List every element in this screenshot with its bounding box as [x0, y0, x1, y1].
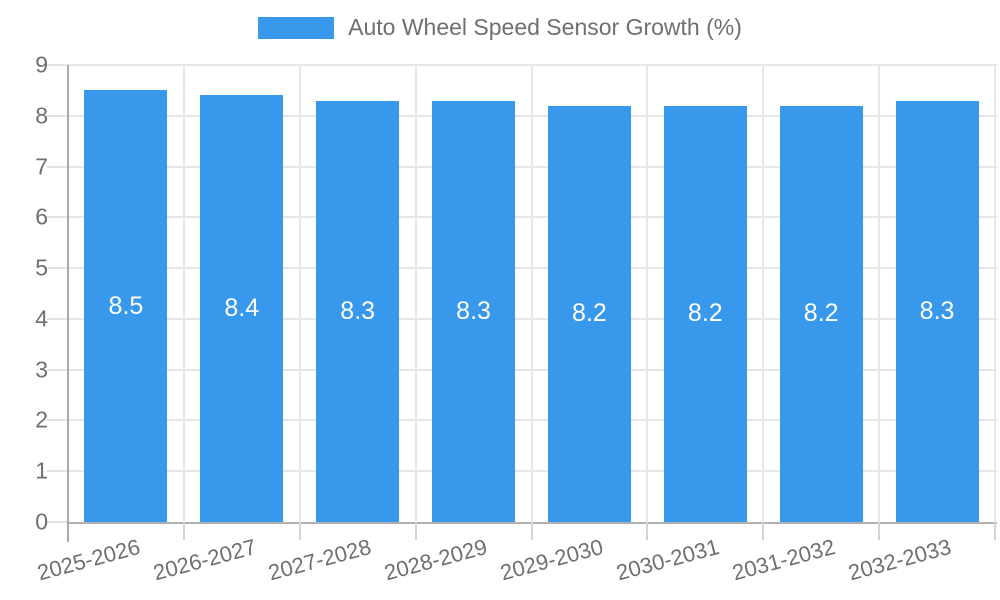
- v-gridline: [646, 65, 649, 522]
- x-axis-tick: [994, 522, 996, 540]
- x-axis-category-label: 2028-2029: [381, 534, 491, 586]
- bar-2025-2026[interactable]: 8.5: [84, 90, 168, 522]
- x-axis-category-label: 2032-2033: [845, 534, 954, 586]
- x-axis-category-label: 2025-2026: [34, 534, 143, 586]
- h-gridline: [68, 216, 997, 219]
- bar-2026-2027[interactable]: 8.4: [200, 95, 284, 522]
- h-gridline: [68, 267, 997, 270]
- bar-value-label: 8.2: [687, 299, 723, 328]
- x-axis-tick: [414, 522, 417, 540]
- x-axis-category-label: 2029-2030: [497, 534, 606, 586]
- v-gridline: [762, 65, 765, 522]
- x-axis-tick: [530, 522, 533, 540]
- h-gridline: [68, 419, 997, 422]
- h-gridline: [68, 64, 997, 66]
- bar-2029-2030[interactable]: 8.2: [547, 105, 631, 522]
- y-axis-tick: [47, 419, 68, 422]
- bar-2030-2031[interactable]: 8.2: [663, 105, 747, 522]
- v-gridline: [530, 65, 533, 522]
- h-gridline: [68, 114, 997, 117]
- y-axis-tick-label: 5: [35, 254, 48, 281]
- h-gridline: [68, 165, 997, 168]
- x-axis-tick: [182, 522, 185, 540]
- x-axis-category-label: 2026-2027: [150, 534, 259, 586]
- bar-2027-2028[interactable]: 8.3: [316, 100, 400, 522]
- y-axis-tick: [47, 521, 68, 523]
- x-axis-line: [68, 522, 997, 524]
- bar-2028-2029[interactable]: 8.3: [432, 100, 516, 522]
- bar-value-label: 8.4: [224, 294, 260, 323]
- y-axis-tick: [47, 64, 68, 66]
- y-axis-tick-label: 9: [35, 51, 48, 78]
- y-axis-tick: [47, 470, 68, 473]
- bar-value-label: 8.3: [456, 296, 491, 325]
- y-axis-tick-label: 1: [35, 457, 48, 484]
- x-axis-category-label: 2031-2032: [729, 534, 838, 586]
- y-axis-tick-label: 8: [35, 102, 48, 129]
- bar-value-label: 8.2: [803, 299, 839, 328]
- v-gridline: [298, 65, 301, 522]
- legend-swatch[interactable]: [258, 16, 335, 39]
- y-axis-tick: [47, 267, 68, 270]
- y-axis-tick: [47, 165, 68, 168]
- bar-value-label: 8.3: [919, 296, 955, 325]
- y-axis-tick-label: 7: [35, 153, 48, 180]
- v-gridline: [414, 65, 417, 522]
- bar-2031-2032[interactable]: 8.2: [779, 105, 863, 522]
- bar-value-label: 8.2: [572, 299, 607, 328]
- legend[interactable]: Auto Wheel Speed Sensor Growth (%): [0, 14, 1000, 41]
- legend-label[interactable]: Auto Wheel Speed Sensor Growth (%): [348, 14, 742, 40]
- y-axis-tick-label: 3: [35, 356, 48, 383]
- x-axis-tick: [298, 522, 301, 540]
- y-axis-tick-label: 0: [35, 508, 48, 535]
- x-axis-tick: [878, 522, 881, 540]
- x-axis-tick: [646, 522, 649, 540]
- bar-value-label: 8.5: [108, 291, 144, 320]
- y-axis-line: [67, 65, 69, 542]
- bar-value-label: 8.3: [340, 296, 376, 325]
- x-axis-category-label: 2030-2031: [613, 534, 722, 586]
- v-gridline: [994, 65, 996, 522]
- y-axis-tick: [47, 114, 68, 117]
- x-axis-category-label: 2027-2028: [266, 534, 375, 586]
- h-gridline: [68, 317, 997, 320]
- y-axis-tick: [47, 216, 68, 219]
- y-axis-tick: [47, 368, 68, 371]
- x-axis-tick: [762, 522, 765, 540]
- v-gridline: [878, 65, 881, 522]
- y-axis-tick-label: 6: [35, 203, 48, 230]
- y-axis-tick-label: 2: [35, 406, 48, 433]
- y-axis-tick: [47, 317, 68, 320]
- h-gridline: [68, 368, 997, 371]
- h-gridline: [68, 470, 997, 473]
- y-axis-tick-label: 4: [35, 305, 48, 332]
- v-gridline: [182, 65, 185, 522]
- bar-2032-2033[interactable]: 8.3: [895, 100, 979, 522]
